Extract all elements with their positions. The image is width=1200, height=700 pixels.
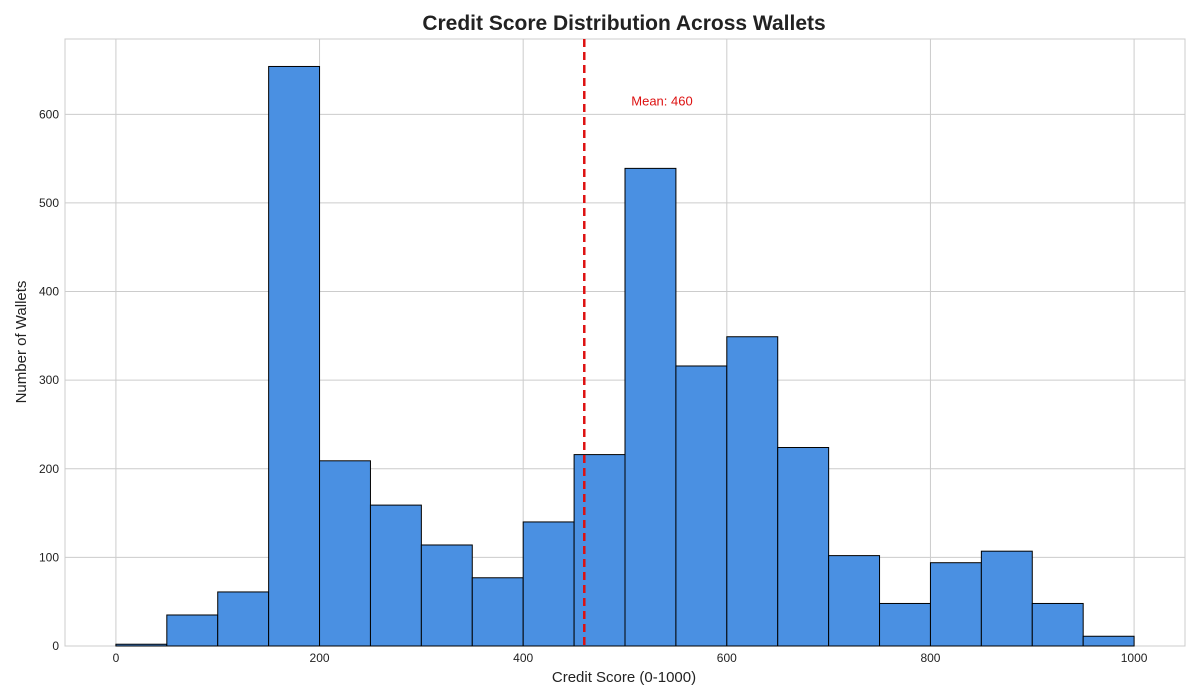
y-tick-label: 100 (39, 550, 59, 564)
histogram-bar (471, 577, 524, 647)
histogram-bar (369, 504, 422, 647)
histogram-bar (268, 65, 321, 647)
histogram-bar (522, 521, 575, 647)
histogram-bar (980, 550, 1033, 647)
bar-layer (115, 65, 1135, 647)
y-axis-label: Number of Wallets (13, 281, 30, 404)
tick-layer: 0 200 400 600 800 1000 0 100 200 300 400 500 600 (39, 107, 1148, 665)
histogram-bar (828, 555, 881, 647)
x-tick-label: 800 (920, 651, 940, 665)
chart-title: Credit Score Distribution Across Wallets (422, 12, 825, 35)
x-tick-label: 1000 (1121, 651, 1148, 665)
x-tick-label: 0 (113, 651, 120, 665)
histogram-bar (420, 544, 473, 647)
histogram-bar (115, 643, 168, 647)
histogram-bar (573, 454, 626, 647)
histogram-bar (675, 365, 728, 647)
histogram-bar (624, 167, 677, 647)
histogram-bar (1082, 635, 1135, 647)
mean-layer: Mean: 460 (583, 39, 693, 646)
histogram-bar (726, 336, 779, 647)
histogram-bar (1031, 602, 1084, 647)
x-tick-label: 400 (513, 651, 533, 665)
histogram-bar (319, 460, 371, 647)
x-tick-label: 600 (717, 651, 737, 665)
y-tick-label: 600 (39, 107, 59, 121)
x-tick-label: 200 (310, 651, 330, 665)
histogram-bar (879, 602, 931, 647)
y-tick-label: 400 (39, 285, 59, 299)
y-tick-label: 300 (39, 373, 59, 387)
histogram-bar (929, 562, 982, 647)
histogram-bar (777, 447, 830, 647)
histogram-bar (166, 614, 219, 647)
mean-annotation: Mean: 460 (631, 94, 692, 109)
x-axis-label: Credit Score (0-1000) (552, 669, 696, 686)
y-tick-label: 0 (52, 639, 59, 653)
y-tick-label: 500 (39, 196, 59, 210)
y-tick-label: 200 (39, 462, 59, 476)
histogram-bar (217, 591, 270, 647)
